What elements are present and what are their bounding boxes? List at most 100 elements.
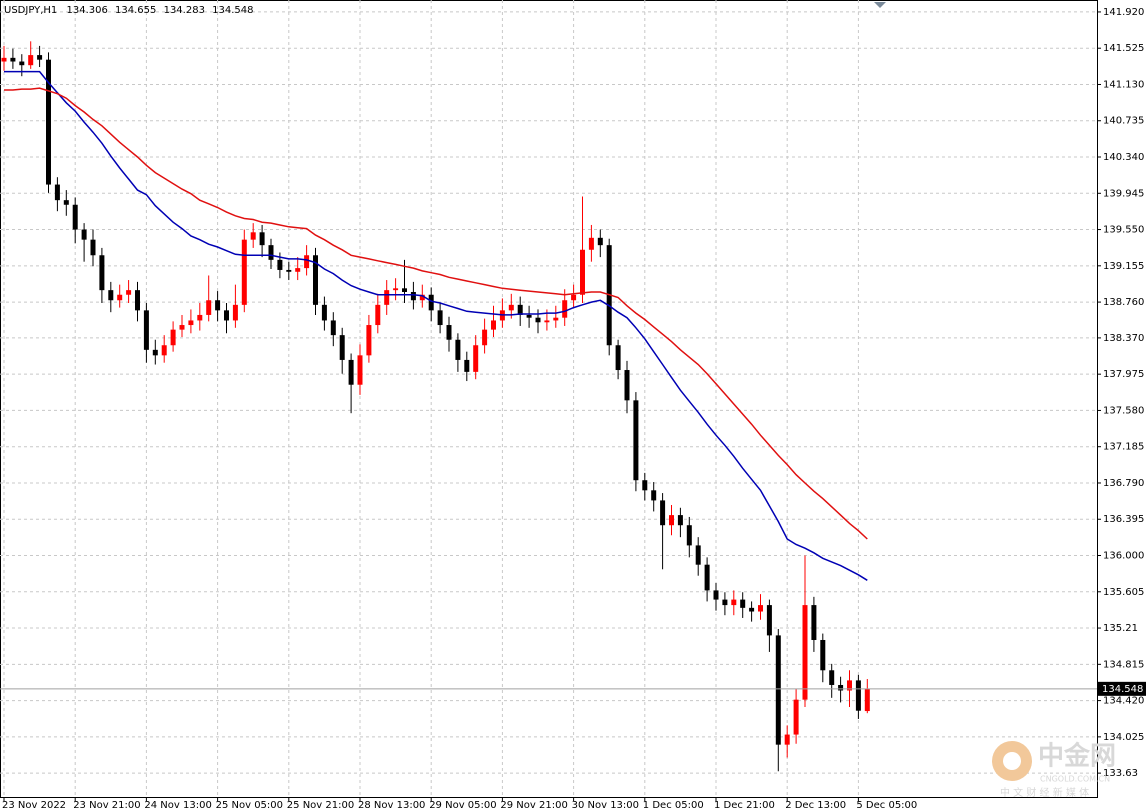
candle-body	[28, 55, 34, 66]
y-tick-label: 139.945	[1103, 188, 1144, 199]
candle-body	[811, 605, 817, 640]
candle-body	[419, 294, 425, 301]
candle-body	[393, 288, 399, 291]
watermark-slogan: 中 文 财 经 新 媒 体	[1000, 786, 1089, 799]
candle-body	[152, 349, 158, 356]
candle-body	[161, 345, 167, 356]
candle-body	[250, 232, 256, 240]
candle-body	[357, 355, 363, 385]
candle-body	[508, 304, 514, 311]
x-tick-label: 28 Nov 13:00	[358, 800, 425, 811]
y-tick-label: 134.025	[1103, 732, 1144, 743]
y-tick-label: 138.760	[1103, 297, 1144, 308]
candle-body	[366, 325, 372, 356]
candle-body	[215, 300, 221, 311]
y-tick-label: 139.550	[1103, 225, 1144, 236]
x-tick-label: 29 Nov 05:00	[429, 800, 496, 811]
candle-body	[54, 184, 60, 201]
candle-body	[108, 290, 114, 301]
y-tick-label: 135.21	[1103, 623, 1138, 634]
candle-body	[491, 320, 496, 330]
candle-body	[455, 339, 461, 360]
x-tick-label: 25 Nov 05:00	[216, 800, 283, 811]
y-tick-label: 136.790	[1103, 478, 1144, 489]
y-tick-label: 134.815	[1103, 659, 1144, 670]
y-tick-label: 137.580	[1103, 405, 1144, 416]
y-tick-label: 140.340	[1103, 152, 1144, 163]
candle-body	[437, 310, 443, 326]
candle-body	[10, 57, 16, 62]
candle-body	[669, 515, 674, 526]
candle-body	[402, 288, 407, 292]
candle-body	[571, 294, 577, 301]
candle-body	[321, 304, 327, 321]
watermark: 中金网 CNGOLD.COM.CN 中 文 财 经 新 媒 体	[992, 741, 1116, 799]
candle-body	[588, 237, 594, 250]
candle-body	[829, 670, 835, 685]
candle-body	[562, 300, 568, 318]
candle-body	[749, 607, 755, 612]
y-tick-label: 134.420	[1103, 696, 1144, 707]
candle-body	[232, 304, 238, 321]
candle-body	[642, 480, 648, 491]
candle-body	[375, 304, 381, 326]
candle-body	[330, 320, 336, 336]
candle-body	[143, 310, 149, 350]
candle-body	[170, 329, 176, 346]
y-tick-label: 141.130	[1103, 79, 1144, 90]
header-close: 134.548	[212, 5, 253, 16]
x-tick-label: 29 Nov 21:00	[500, 800, 567, 811]
y-tick-label: 133.63	[1103, 768, 1138, 779]
y-tick-label: 141.920	[1103, 7, 1144, 18]
candle-body	[784, 734, 790, 745]
shift-marker	[874, 2, 886, 8]
watermark-url: CNGOLD.COM.CN	[1040, 775, 1110, 784]
watermark-title: 中金网	[1038, 741, 1116, 772]
candle-body	[704, 564, 710, 591]
candle-body	[126, 290, 132, 295]
x-tick-label: 23 Nov 21:00	[73, 800, 140, 811]
candle-body	[473, 345, 479, 372]
y-tick-label: 140.735	[1103, 116, 1144, 127]
x-tick-label: 23 Nov 2022	[2, 800, 66, 811]
chart-header: USDJPY,H1 134.306 134.655 134.283 134.54…	[4, 5, 253, 16]
candle-body	[802, 605, 808, 700]
watermark-logo	[1003, 752, 1021, 770]
candle-body	[241, 239, 247, 305]
candle-body	[268, 245, 274, 260]
candle-body	[135, 290, 140, 311]
candle-body	[482, 329, 488, 346]
candle-body	[660, 500, 666, 526]
candle-body	[855, 680, 861, 711]
candle-body	[615, 345, 621, 371]
header-low: 134.283	[164, 5, 205, 16]
header-open: 134.306	[66, 5, 107, 16]
x-tick-label: 25 Nov 21:00	[287, 800, 354, 811]
candle-body	[339, 335, 345, 360]
candle-body	[544, 320, 550, 323]
candle-body	[624, 370, 630, 401]
candle-body	[580, 249, 585, 295]
candle-body	[535, 317, 541, 323]
candle-body	[117, 294, 123, 301]
candle-body	[99, 255, 105, 291]
candle-body	[722, 599, 728, 606]
ma-line	[4, 87, 868, 540]
candle-body	[775, 635, 781, 745]
y-tick-label: 138.370	[1103, 333, 1144, 344]
candle-body	[428, 294, 434, 311]
candle-body	[686, 525, 692, 546]
candle-body	[1, 57, 7, 62]
y-tick-label: 137.185	[1103, 442, 1144, 453]
candle-body	[90, 239, 96, 256]
candle-body	[313, 255, 318, 305]
x-tick-label: 2 Dec 13:00	[785, 800, 846, 811]
candle-body	[517, 304, 523, 315]
candle-body	[206, 300, 212, 315]
candle-body	[259, 232, 265, 246]
candle-body	[19, 61, 25, 66]
y-tick-label: 137.975	[1103, 369, 1144, 380]
candle-body	[446, 325, 452, 340]
candle-body	[63, 200, 69, 205]
